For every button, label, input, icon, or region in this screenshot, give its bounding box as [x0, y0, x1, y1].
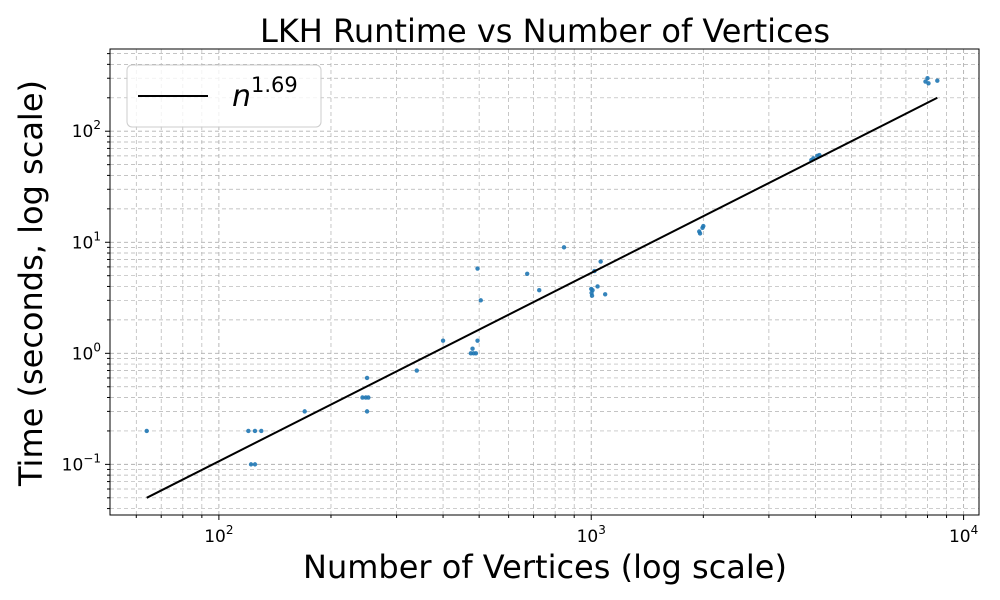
y-tick-label-exponent: 0 [93, 340, 101, 354]
legend-label: n1.69 [232, 73, 298, 114]
fit-line [146, 96, 938, 499]
y-tick-label-exponent: 2 [93, 118, 101, 132]
data-point [925, 76, 930, 81]
data-point [144, 428, 149, 434]
data-point [478, 298, 483, 303]
x-tick-label-base: 10 [949, 527, 971, 547]
data-point [259, 428, 264, 434]
y-tick-label-base: 10 [72, 122, 94, 142]
y-tick-label-base: 10 [72, 344, 94, 364]
data-point [475, 266, 480, 271]
y-tick-label-base: 10 [72, 233, 94, 253]
data-point [246, 428, 251, 434]
data-point [252, 462, 258, 467]
x-tick-label-base: 10 [577, 527, 599, 547]
legend-label-exponent: 1.69 [251, 73, 298, 97]
legend-label-base: n [232, 79, 251, 114]
data-point [473, 351, 479, 356]
fit-line-group [146, 96, 938, 499]
data-point [360, 395, 365, 400]
x-tick-label-base: 10 [204, 527, 226, 547]
y-tick-label-exponent: 1 [93, 229, 101, 243]
data-point [701, 223, 706, 229]
y-tick-label: 101 [72, 229, 101, 253]
data-point [926, 81, 931, 86]
data-point [602, 292, 608, 297]
data-point [366, 395, 371, 400]
y-axis-label: Time (seconds, log scale) [12, 80, 50, 487]
data-point [598, 259, 603, 264]
x-tick-label: 103 [577, 523, 606, 547]
data-point [252, 428, 258, 434]
data-point [697, 231, 703, 236]
chart-title: LKH Runtime vs Number of Vertices [260, 12, 830, 50]
x-tick-label-exponent: 3 [598, 523, 606, 537]
y-tick-label-exponent: −1 [83, 451, 101, 465]
data-point [414, 368, 419, 373]
data-point [475, 338, 480, 343]
data-point [537, 288, 542, 293]
data-point [470, 346, 475, 351]
y-tick-label: 102 [72, 118, 101, 142]
scatter-points [144, 76, 940, 467]
y-tick-label: 10−1 [62, 451, 101, 475]
legend: n1.69 [126, 64, 322, 128]
data-point [589, 293, 595, 298]
data-point [440, 338, 446, 343]
grid [110, 49, 979, 515]
x-tick-label: 102 [204, 523, 233, 547]
data-point [590, 288, 595, 293]
legend-box [126, 64, 322, 128]
x-tick-label: 104 [949, 523, 978, 547]
x-tick-label-exponent: 4 [971, 523, 979, 537]
y-tick-label: 100 [72, 340, 101, 364]
plot-frame [109, 48, 980, 516]
data-point [364, 409, 370, 414]
data-point [524, 271, 530, 277]
data-point [935, 78, 940, 83]
data-point [595, 284, 600, 289]
x-axis-label: Number of Vertices (log scale) [303, 548, 787, 586]
x-tick-label-exponent: 2 [226, 523, 234, 537]
data-point [248, 462, 254, 467]
data-point [364, 375, 370, 381]
data-point [561, 245, 567, 250]
y-tick-label-base: 10 [62, 455, 84, 475]
data-point [302, 409, 307, 414]
